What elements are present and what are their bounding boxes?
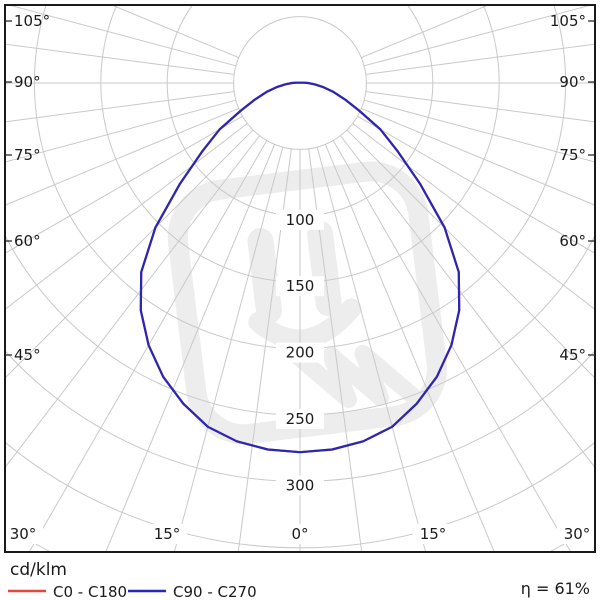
angle-label-chip [147,524,187,544]
radial-tick-label: 100 [286,211,315,229]
grid-ray [237,148,292,551]
grid-ray [174,147,284,551]
angle-label: 75° [14,146,41,164]
angle-label: 45° [14,346,41,364]
grid-ray [357,115,594,254]
angle-label: 15° [154,525,181,543]
grid-ray [365,91,594,123]
grid-ray [332,140,571,551]
grid-ray [361,107,594,206]
grid-ray [6,99,236,163]
grid-ray [6,91,235,123]
radial-tick-label: 300 [286,476,315,494]
radial-tick-labels: 100 150 200 250 300 [276,209,324,496]
watermark-pin-left [247,228,283,324]
grid-ray [352,123,594,310]
angle-label: 90° [14,73,41,91]
unit-label: cd/klm [10,560,67,580]
intensity-curves [139,81,461,454]
angle-label: 105° [550,12,586,30]
grid-ray [6,115,243,254]
grid-ray [316,147,426,551]
grid-ray [6,123,248,310]
angle-label: 30° [564,525,591,543]
grid-ray [340,135,594,467]
angle-label: 0° [291,525,308,543]
radial-label-chip [276,342,324,363]
angle-label-chip [413,524,453,544]
border-ticks [5,20,595,356]
angle-label: 75° [559,146,586,164]
legend-label-c0-c180: C0 - C180 [53,583,127,600]
grid-ray [10,6,236,67]
angle-labels: 45° 60° 75° 90° 105° 45° 60° 75° 90° 105° 30° 15° 0°… [6,12,594,544]
grid-ray [365,43,594,75]
angle-label: 90° [559,73,586,91]
radial-tick-label: 200 [286,344,315,362]
grid-ray [364,6,590,67]
grid-ray [105,144,276,551]
watermark-zigzag [290,344,424,409]
radial-label-chip [276,276,324,297]
grid-ray [324,144,495,551]
radial-label-chip [276,475,324,496]
angle-label-chip [6,524,43,544]
grid-ray [29,140,268,551]
angle-label-chip [557,524,594,544]
grid-ray [6,135,260,467]
angle-label: 15° [420,525,447,543]
legend-label-c90-c270: C90 - C270 [173,583,257,600]
watermark-smile [248,298,362,350]
angle-label: 30° [10,525,37,543]
intensity-curve-c90-c270 [139,81,461,454]
legend: cd/klm C0 - C180 C90 - C270 η = 61% [8,560,590,600]
efficiency-value: η = 61% [521,579,590,598]
radial-tick-label: 250 [286,410,315,428]
grid-ray [364,99,594,163]
radial-label-chip [276,409,324,429]
radial-label-chip [276,209,324,230]
angle-label: 45° [559,346,586,364]
grid-ray [6,43,235,75]
radial-tick-label: 150 [286,277,315,295]
grid-ray [308,148,363,551]
angle-label: 60° [559,232,586,250]
angle-label: 60° [14,232,41,250]
chart-border [4,4,596,553]
angle-label-chip [280,524,320,544]
angle-label: 105° [14,12,50,30]
grid-ray [6,107,239,206]
